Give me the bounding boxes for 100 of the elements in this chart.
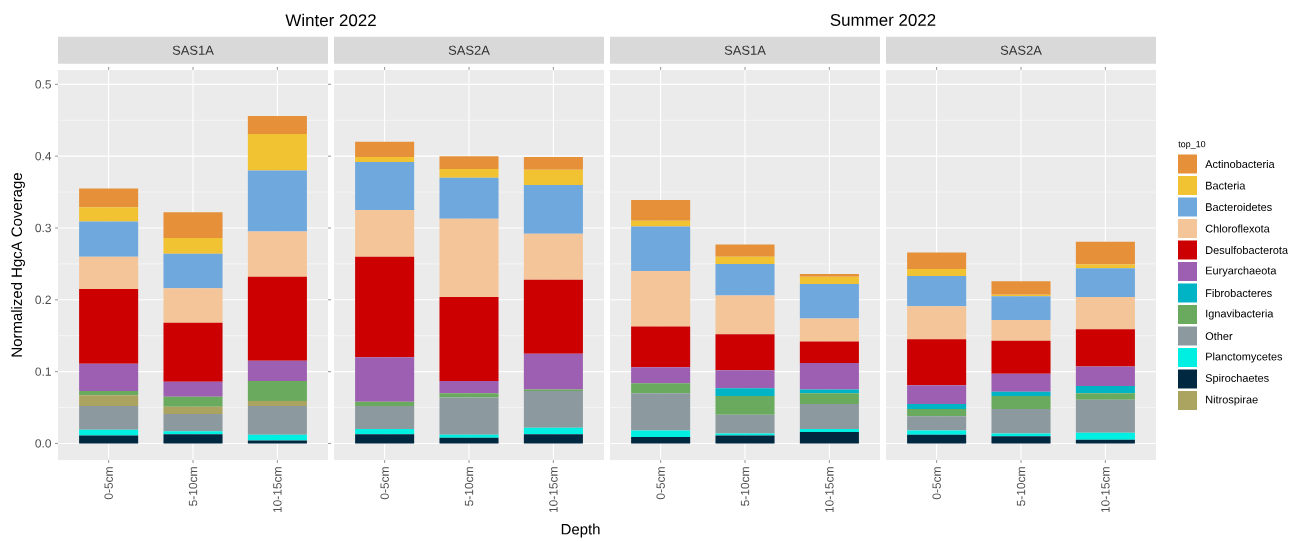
bar — [247, 380, 307, 402]
y-tick-label: 0.1 — [35, 367, 51, 376]
bar — [523, 169, 583, 185]
legend-label: Ignavibacteria — [1206, 309, 1274, 320]
bar — [163, 288, 223, 323]
bar — [907, 430, 967, 435]
bar — [163, 381, 223, 397]
bar — [991, 408, 1051, 434]
x-tick-label: 5-10cm — [740, 467, 750, 506]
bar — [247, 170, 307, 232]
bar — [907, 408, 967, 417]
x-axis-title: Depth — [561, 523, 600, 538]
bar — [439, 296, 499, 381]
bar — [799, 341, 859, 364]
bar — [907, 268, 967, 277]
bar — [631, 367, 691, 384]
bar — [355, 357, 415, 402]
bar — [907, 306, 967, 340]
bar — [79, 429, 139, 436]
bar — [439, 156, 499, 170]
bar — [439, 218, 499, 297]
bar — [163, 253, 223, 289]
bar — [355, 401, 415, 407]
bar — [163, 212, 223, 239]
bar — [163, 431, 223, 435]
bar — [355, 429, 415, 435]
legend-label: Actinobacteria — [1205, 159, 1275, 169]
text: Winter 2022 — [285, 13, 376, 27]
bar — [79, 289, 139, 364]
bar — [355, 256, 415, 358]
bar — [991, 281, 1051, 295]
bar — [163, 414, 223, 432]
bar — [799, 431, 859, 444]
y-tick-label: 0.4 — [35, 151, 52, 161]
chart-title: SAS1A — [172, 45, 214, 55]
bar — [247, 115, 307, 134]
bar — [439, 393, 499, 398]
x-tick-label: 10-15cm — [1101, 467, 1110, 513]
bar — [1075, 241, 1135, 265]
bar — [907, 276, 967, 307]
bar — [799, 318, 859, 342]
bar — [523, 184, 583, 234]
bar — [799, 403, 859, 430]
bar — [355, 406, 415, 430]
bar — [991, 436, 1051, 444]
bar — [247, 434, 307, 441]
bar — [523, 279, 583, 354]
y-tick-label: 0.3 — [35, 223, 51, 233]
y-axis-title: Normalized HgcA Coverage — [11, 173, 25, 357]
bar — [991, 391, 1051, 397]
bar — [1075, 393, 1135, 400]
bar — [991, 296, 1051, 320]
bar — [715, 414, 775, 434]
bar — [991, 433, 1051, 437]
bar — [1075, 268, 1135, 297]
legend-label: Bacteroidetes — [1206, 202, 1272, 212]
bar — [523, 391, 583, 428]
bar — [523, 353, 583, 390]
bar — [715, 433, 775, 436]
bar — [715, 295, 775, 335]
bar — [355, 434, 415, 444]
bar — [1075, 386, 1135, 394]
bar — [991, 340, 1051, 374]
x-tick-label: 0-5cm — [380, 467, 389, 500]
bar — [163, 238, 223, 254]
bar — [439, 397, 499, 435]
bar — [355, 161, 415, 211]
bar — [799, 276, 859, 285]
bar — [991, 396, 1051, 409]
legend-label: Desulfobacterota — [1206, 245, 1289, 255]
bar — [79, 406, 139, 430]
bar — [355, 156, 415, 162]
bar — [247, 133, 307, 171]
bar — [1075, 329, 1135, 367]
bar — [1075, 399, 1135, 433]
bar — [715, 370, 775, 389]
x-tick-label: 0-5cm — [932, 467, 941, 500]
x-tick-label: 0-5cm — [104, 467, 113, 500]
bar — [907, 403, 967, 409]
bar — [247, 360, 307, 381]
bar — [799, 284, 859, 319]
bar — [907, 252, 967, 269]
bar — [631, 393, 691, 431]
bar — [523, 434, 583, 444]
legend-label: Bacteria — [1206, 181, 1246, 190]
bar — [991, 319, 1051, 341]
bar — [439, 434, 499, 438]
bar — [1075, 366, 1135, 386]
bar — [907, 434, 967, 444]
bar — [247, 231, 307, 277]
legend-label: Spirochaetes — [1205, 373, 1269, 385]
bar — [799, 363, 859, 390]
bar — [79, 363, 139, 392]
bar — [631, 430, 691, 437]
bar — [715, 388, 775, 397]
bar — [439, 380, 499, 394]
legend-label: Fibrobacteres — [1206, 288, 1272, 298]
bar — [163, 434, 223, 444]
bar — [247, 401, 307, 407]
bar — [247, 276, 307, 361]
